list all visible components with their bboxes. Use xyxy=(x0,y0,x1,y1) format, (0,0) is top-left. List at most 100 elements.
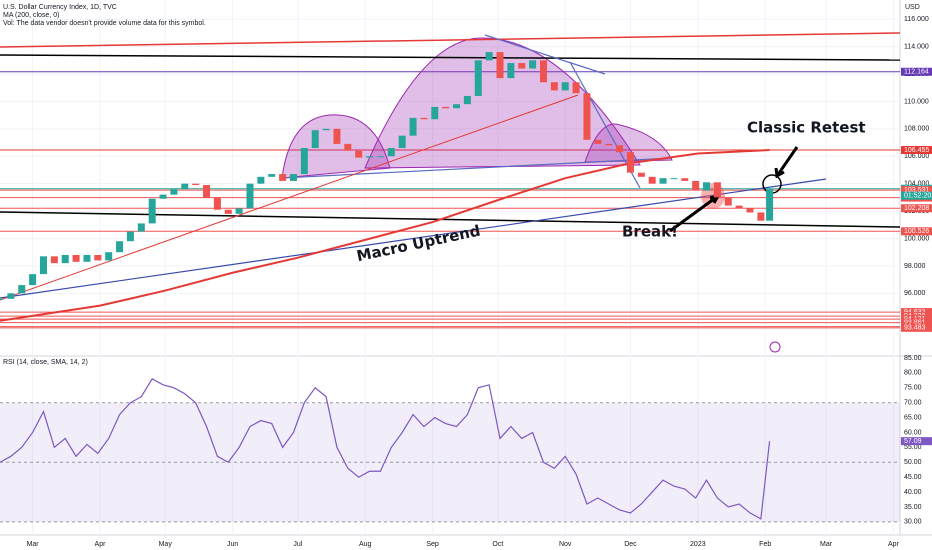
candle xyxy=(626,152,634,173)
x-tick-label: Feb xyxy=(759,541,771,548)
level-label: 106.455 xyxy=(904,147,929,154)
candle xyxy=(518,63,526,69)
candle xyxy=(344,143,352,151)
candle xyxy=(659,178,667,184)
candle xyxy=(474,60,482,96)
x-tick-label: Jul xyxy=(293,541,302,548)
candle xyxy=(766,189,774,221)
head-line xyxy=(484,34,606,75)
right-shoulder xyxy=(584,123,673,163)
y-tick-label: 30.00 xyxy=(904,519,922,526)
candle xyxy=(29,274,37,286)
rsi-line xyxy=(0,378,771,520)
candle xyxy=(289,174,297,181)
candle xyxy=(431,106,439,120)
x-tick-label: Apr xyxy=(888,541,900,548)
x-tick-label: Sep xyxy=(426,541,439,548)
y-tick-label: 114.000 xyxy=(904,43,929,50)
candle xyxy=(0,298,4,300)
candle xyxy=(235,208,243,214)
left-shoulder xyxy=(281,114,391,179)
candle xyxy=(735,205,743,209)
y-tick-label: 70.00 xyxy=(904,400,922,407)
candle xyxy=(116,241,124,253)
candle xyxy=(572,82,580,94)
candle xyxy=(137,223,145,232)
candle xyxy=(366,156,374,158)
candle xyxy=(192,183,200,186)
candle xyxy=(300,148,308,175)
currency: USD xyxy=(905,4,920,11)
y-tick-label: 40.00 xyxy=(904,489,922,496)
y-tick-label: 116.000 xyxy=(904,16,929,23)
x-tick-label: 2023 xyxy=(690,541,706,548)
rsi-legend: RSI (14, close, SMA, 14, 2) xyxy=(3,359,88,366)
candle xyxy=(681,178,689,181)
candle xyxy=(561,82,569,91)
level-badge xyxy=(901,146,932,155)
x-tick-label: Nov xyxy=(559,541,572,548)
candle xyxy=(279,174,287,181)
level-label: 93.483 xyxy=(904,325,926,332)
candle xyxy=(583,93,591,140)
candle xyxy=(94,254,102,261)
rsi-badge xyxy=(901,437,932,446)
y-tick-label: 45.00 xyxy=(904,474,922,481)
y-tick-label: 55.00 xyxy=(904,444,922,451)
candle xyxy=(311,130,319,149)
trend-top xyxy=(0,32,901,48)
candle xyxy=(148,198,156,224)
macro-uptrend-line xyxy=(0,178,827,299)
level-badge xyxy=(901,323,932,332)
candle xyxy=(7,293,15,299)
y-tick-label: 75.00 xyxy=(904,385,922,392)
symbol-title: U.S. Dollar Currency Index, 1D, TVC xyxy=(3,4,117,11)
candle xyxy=(72,254,80,262)
x-tick-label: Mar xyxy=(820,541,833,548)
head xyxy=(364,37,641,169)
level-label: 100.526 xyxy=(904,228,929,235)
y-tick-label: 50.00 xyxy=(904,459,922,466)
candle xyxy=(105,252,113,261)
candle xyxy=(670,178,678,180)
x-tick-label: Oct xyxy=(492,541,503,548)
candle xyxy=(268,174,276,177)
annotation: Break! xyxy=(622,223,678,241)
candle xyxy=(692,180,700,191)
y-tick-label: 80.00 xyxy=(904,370,922,377)
candle xyxy=(463,95,471,105)
inner-trend xyxy=(0,94,579,301)
alert-icon xyxy=(769,341,781,353)
x-tick-label: Mar xyxy=(27,541,40,548)
x-tick-label: Apr xyxy=(95,541,107,548)
level-badge xyxy=(901,308,932,317)
candle xyxy=(724,197,732,206)
countdown-badge xyxy=(901,191,932,200)
level-label: 102.208 xyxy=(904,205,929,212)
candle xyxy=(703,182,711,191)
candle xyxy=(376,156,384,158)
x-tick-label: Dec xyxy=(624,541,637,548)
level-badge xyxy=(901,67,932,76)
candle xyxy=(539,60,547,83)
candle xyxy=(637,172,645,177)
candle xyxy=(529,60,537,69)
drawings xyxy=(0,32,901,353)
candle xyxy=(213,197,221,210)
candle xyxy=(170,189,178,195)
level-label: 103.531 xyxy=(904,187,929,194)
candle xyxy=(203,185,211,198)
candle xyxy=(507,63,515,79)
candle xyxy=(594,139,602,144)
trend-black-top xyxy=(0,54,901,61)
x-tick-label: Aug xyxy=(359,541,372,548)
candle xyxy=(159,194,167,199)
volume-notice: Vol: The data vendor doesn't provide vol… xyxy=(3,20,206,27)
candle xyxy=(83,254,91,262)
ma-legend: MA (200, close, 0) xyxy=(3,12,59,19)
candle xyxy=(485,52,493,61)
x-tick-label: Jun xyxy=(227,541,238,548)
y-tick-label: 60.00 xyxy=(904,429,922,436)
